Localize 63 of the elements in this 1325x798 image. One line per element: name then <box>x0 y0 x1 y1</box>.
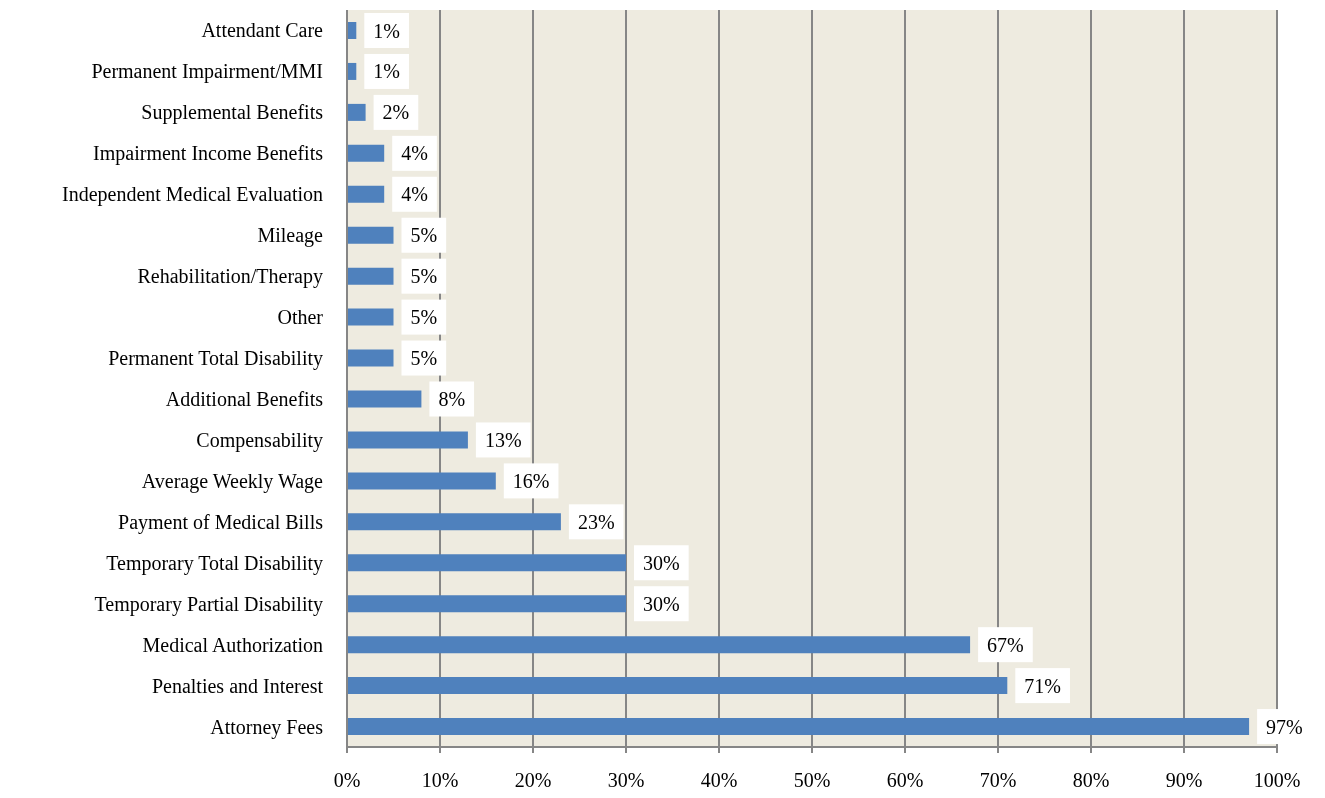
bar <box>347 103 366 121</box>
x-tick-label: 100% <box>1253 769 1301 792</box>
y-tick-label: Additional Benefits <box>165 387 324 410</box>
y-tick-label: Penalties and Interest <box>151 674 324 697</box>
data-label: 30% <box>643 592 680 615</box>
y-tick-label: Permanent Impairment/MMI <box>91 60 323 84</box>
y-tick-label: Temporary Partial Disability <box>94 592 323 616</box>
data-label: 71% <box>1024 674 1061 697</box>
bar <box>347 472 496 490</box>
bar <box>347 185 385 203</box>
bar <box>347 554 626 572</box>
y-tick-label: Attorney Fees <box>210 715 324 739</box>
data-label: 5% <box>410 306 438 329</box>
bar <box>347 718 1250 736</box>
data-label: 8% <box>438 388 466 410</box>
bar <box>347 267 394 285</box>
data-label: 4% <box>401 183 428 206</box>
y-tick-label: Mileage <box>257 224 324 248</box>
data-label: 97% <box>1266 715 1303 738</box>
data-label: 30% <box>643 551 680 574</box>
bar <box>347 144 385 162</box>
x-tick-label: 20% <box>514 769 552 792</box>
x-tick-label: 0% <box>333 769 361 792</box>
y-tick-label: Other <box>277 306 324 329</box>
data-label: 5% <box>410 265 438 288</box>
y-tick-label: Compensability <box>196 428 323 452</box>
data-label: 4% <box>401 142 428 165</box>
bar <box>347 431 468 449</box>
x-tick-label: 30% <box>607 769 645 792</box>
y-tick-label: Temporary Total Disability <box>106 551 323 575</box>
y-tick-label: Permanent Total Disability <box>108 347 323 371</box>
y-tick-label: Independent Medical Evaluation <box>61 183 323 207</box>
x-tick-label: 90% <box>1165 769 1203 792</box>
bar <box>347 308 394 326</box>
bar <box>347 349 394 367</box>
y-tick-label: Supplemental Benefits <box>141 101 324 125</box>
data-label: 23% <box>577 510 615 533</box>
bar <box>347 513 561 531</box>
y-tick-label: Payment of Medical Bills <box>118 510 324 534</box>
bar <box>347 677 1008 695</box>
data-label: 5% <box>410 347 438 370</box>
bar <box>347 226 394 244</box>
data-label: 1% <box>373 19 400 42</box>
y-tick-label: Impairment Income Benefits <box>93 142 324 166</box>
x-tick-label: 60% <box>886 769 924 792</box>
x-tick-label: 50% <box>793 769 831 792</box>
data-label: 67% <box>987 633 1024 656</box>
y-tick-label: Medical Authorization <box>142 633 323 656</box>
data-label: 16% <box>512 469 550 492</box>
data-label: 1% <box>373 60 400 83</box>
bar <box>347 595 626 613</box>
y-tick-label: Rehabilitation/Therapy <box>137 265 323 289</box>
x-tick-label: 70% <box>979 769 1017 792</box>
data-label: 5% <box>410 224 438 247</box>
x-tick-label: 10% <box>421 769 459 792</box>
x-tick-label: 80% <box>1072 769 1110 792</box>
x-tick-label: 40% <box>700 769 738 792</box>
y-tick-label: Average Weekly Wage <box>141 469 324 493</box>
data-label: 2% <box>382 101 410 124</box>
bar <box>347 636 971 654</box>
y-tick-label: Attendant Care <box>201 19 324 42</box>
bar <box>347 390 422 408</box>
data-label: 13% <box>484 428 522 451</box>
